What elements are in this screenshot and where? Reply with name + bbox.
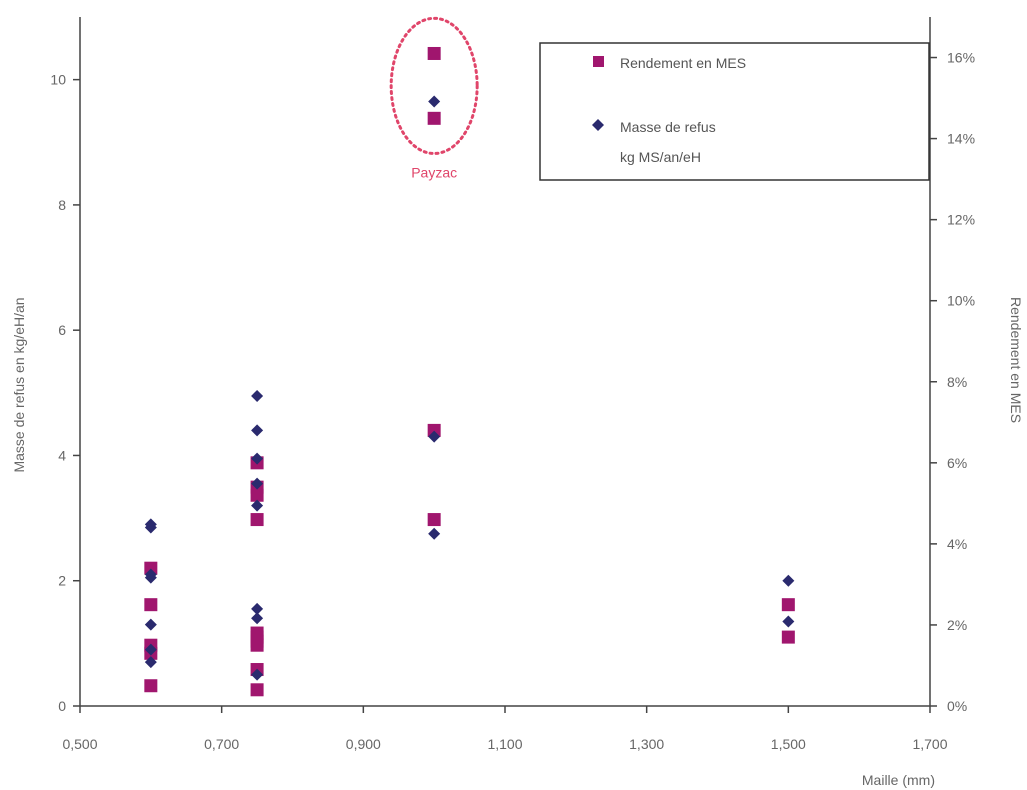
y-left-tick-label: 0 xyxy=(58,698,66,714)
x-tick-label: 1,100 xyxy=(487,736,522,752)
masse-point xyxy=(251,668,264,681)
tick-labels: 0,500 0,700 0,900 1,100 1,300 1,500 1,700 0 2 4 6 8… xyxy=(50,50,975,752)
masse-point xyxy=(782,615,795,628)
y-axis-title-right: Rendement en MES xyxy=(1008,297,1024,423)
y-right-tick-label: 16% xyxy=(947,50,975,66)
x-tick-label: 0,500 xyxy=(62,736,97,752)
rendement-point xyxy=(427,46,441,60)
masse-point xyxy=(428,430,441,443)
y-right-tick-label: 6% xyxy=(947,455,967,471)
x-tick-label: 0,700 xyxy=(204,736,239,752)
rendement-point xyxy=(781,598,795,612)
masse-point xyxy=(251,499,264,512)
masse-point xyxy=(251,612,264,625)
x-tick-label: 1,500 xyxy=(771,736,806,752)
rendement-point xyxy=(427,111,441,125)
legend-label-rendement: Rendement en MES xyxy=(620,55,746,71)
rendement-point xyxy=(250,683,264,697)
legend-diamond-marker xyxy=(592,119,604,131)
y-right-tick-label: 12% xyxy=(947,212,975,228)
x-tick-label: 1,300 xyxy=(629,736,664,752)
masse-point xyxy=(782,574,795,587)
y-right-tick-label: 4% xyxy=(947,536,967,552)
masse-point xyxy=(144,568,157,581)
y-right-tick-label: 8% xyxy=(947,374,967,390)
y-left-tick-label: 6 xyxy=(58,322,66,338)
masse-point xyxy=(428,95,441,108)
rendement-point xyxy=(144,561,158,575)
y-right-tick-label: 14% xyxy=(947,131,975,147)
masse-point xyxy=(251,452,264,465)
y-left-tick-label: 4 xyxy=(58,447,66,463)
legend-label-masse-line2: kg MS/an/eH xyxy=(620,149,701,165)
y-right-tick-label: 0% xyxy=(947,698,967,714)
masse-point xyxy=(251,602,264,615)
y-right-tick-label: 2% xyxy=(947,617,967,633)
rendement-point xyxy=(427,513,441,527)
x-tick-label: 1,700 xyxy=(912,736,947,752)
masse-point xyxy=(144,643,157,656)
legend-box xyxy=(539,42,930,181)
legend-square-marker xyxy=(593,56,604,67)
masse-point xyxy=(428,527,441,540)
masse-point xyxy=(144,656,157,669)
payzac-label: Payzac xyxy=(411,164,457,180)
rendement-point xyxy=(781,630,795,644)
rendement-point xyxy=(144,598,158,612)
masse-point xyxy=(144,618,157,631)
payzac-highlight-ellipse xyxy=(389,16,479,155)
x-tick-label: 0,900 xyxy=(346,736,381,752)
legend: Rendement en MES Masse de refus kg MS/an… xyxy=(539,42,930,181)
masse-point xyxy=(251,477,264,490)
annotations: Payzac xyxy=(389,16,479,180)
masse-point xyxy=(251,424,264,437)
masse-point xyxy=(144,518,157,531)
rendement-point xyxy=(250,626,264,640)
rendement-point xyxy=(250,513,264,527)
y-left-tick-label: 8 xyxy=(58,197,66,213)
x-axis-title: Maille (mm) xyxy=(862,772,935,788)
y-left-tick-label: 2 xyxy=(58,573,66,589)
y-left-tick-label: 10 xyxy=(50,72,66,88)
axes xyxy=(73,17,937,713)
masse-point xyxy=(251,389,264,402)
y-right-tick-label: 10% xyxy=(947,293,975,309)
data-points xyxy=(144,46,795,697)
rendement-point xyxy=(144,679,158,693)
rendement-point xyxy=(427,423,441,437)
legend-label-masse-line1: Masse de refus xyxy=(620,119,716,135)
y-axis-title-left: Masse de refus en kg/eH/an xyxy=(11,297,27,472)
